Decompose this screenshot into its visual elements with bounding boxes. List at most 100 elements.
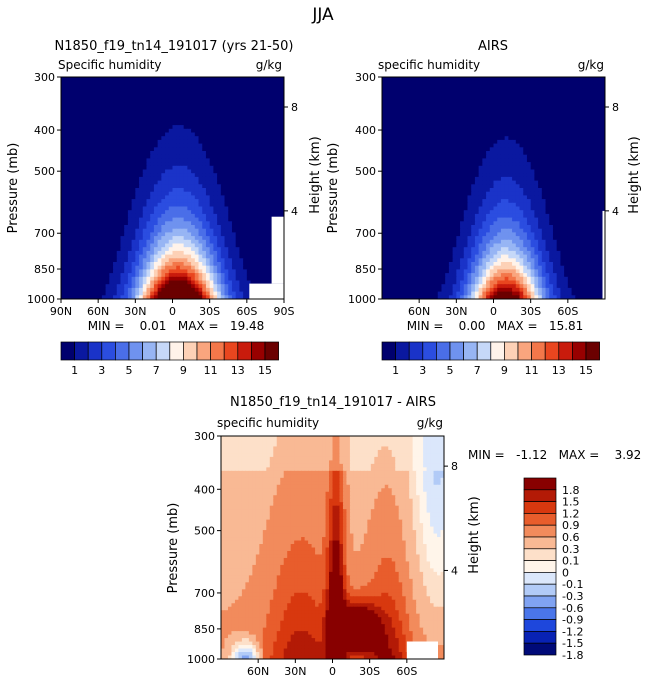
field-cell xyxy=(400,147,405,152)
field-cell xyxy=(269,210,274,215)
field-cell xyxy=(549,88,554,93)
field-cell xyxy=(482,117,487,122)
field-cell xyxy=(224,114,229,119)
field-cell xyxy=(434,143,439,148)
field-cell xyxy=(217,254,222,259)
field-cell xyxy=(220,136,226,141)
field-cell xyxy=(235,213,240,219)
field-cell xyxy=(404,106,409,111)
field-cell xyxy=(198,213,203,219)
field-cell xyxy=(165,265,170,270)
field-cell xyxy=(75,106,81,111)
field-cell xyxy=(220,280,226,285)
field-cell xyxy=(105,254,110,259)
field-cell xyxy=(512,154,517,159)
field-cell xyxy=(552,99,558,104)
field-cell xyxy=(519,121,524,126)
field-cell xyxy=(411,128,417,134)
field-cell xyxy=(191,132,196,137)
field-cell xyxy=(269,258,274,263)
field-cell xyxy=(257,117,263,122)
field-cell xyxy=(385,102,391,108)
field-cell xyxy=(120,176,125,182)
field-cell xyxy=(127,276,133,282)
field-cell xyxy=(157,136,162,141)
field-cell xyxy=(94,191,99,196)
field-cell xyxy=(593,102,599,108)
field-cell xyxy=(243,269,248,274)
field-cell xyxy=(64,265,70,270)
field-cell xyxy=(75,191,81,196)
field-cell xyxy=(116,88,122,93)
field-cell xyxy=(139,154,144,159)
field-cell xyxy=(586,154,591,159)
field-cell xyxy=(508,84,513,89)
field-cell xyxy=(228,213,233,219)
field-cell xyxy=(411,106,417,111)
field-cell xyxy=(150,188,155,193)
field-cell xyxy=(209,165,214,171)
field-cell xyxy=(508,121,513,126)
field-cell xyxy=(194,176,200,182)
field-cell xyxy=(172,80,177,85)
field-cell xyxy=(165,239,170,245)
field-cell xyxy=(578,88,584,93)
field-cell xyxy=(105,291,110,296)
field-cell xyxy=(515,143,521,148)
field-cell xyxy=(94,125,99,130)
field-cell xyxy=(194,258,200,263)
field-cell xyxy=(105,210,110,215)
field-cell xyxy=(269,91,274,97)
field-cell xyxy=(124,239,129,245)
field-cell xyxy=(411,91,417,97)
field-cell xyxy=(257,169,263,174)
field-cell xyxy=(98,173,103,178)
field-cell xyxy=(276,106,281,111)
field-cell xyxy=(75,154,81,159)
field-cell xyxy=(157,176,162,182)
field-cell xyxy=(257,158,263,163)
field-cell xyxy=(202,173,207,178)
field-cell xyxy=(205,213,211,219)
field-cell xyxy=(187,110,192,115)
field-cell xyxy=(486,117,491,122)
field-cell xyxy=(382,114,387,119)
field-cell xyxy=(404,154,409,159)
field-cell xyxy=(101,136,107,141)
field-cell xyxy=(142,188,148,193)
field-cell xyxy=(419,128,424,134)
field-cell xyxy=(549,106,554,111)
field-cell xyxy=(272,176,278,182)
field-cell xyxy=(460,136,465,141)
field-cell xyxy=(478,91,483,97)
field-cell xyxy=(452,139,457,145)
field-cell xyxy=(272,213,278,219)
field-cell xyxy=(545,136,550,141)
field-cell xyxy=(560,91,565,97)
field-cell xyxy=(280,125,284,130)
field-cell xyxy=(79,147,84,152)
field-cell xyxy=(113,191,118,196)
field-cell xyxy=(500,84,506,89)
field-cell xyxy=(250,180,255,185)
field-cell xyxy=(79,276,84,282)
field-cell xyxy=(396,117,402,122)
field-cell xyxy=(571,77,576,82)
field-cell xyxy=(72,291,77,296)
field-cell xyxy=(411,136,417,141)
field-cell xyxy=(467,91,472,97)
field-cell xyxy=(261,121,267,126)
field-cell xyxy=(191,217,196,222)
field-cell xyxy=(109,114,114,119)
field-cell xyxy=(393,110,398,115)
field-cell xyxy=(482,139,487,145)
field-cell xyxy=(87,254,92,259)
field-cell xyxy=(142,284,148,289)
field-cell xyxy=(205,169,211,174)
field-cell xyxy=(146,191,151,196)
missing-data-mask xyxy=(249,283,284,299)
field-cell xyxy=(153,91,159,97)
field-cell xyxy=(235,276,240,282)
field-cell xyxy=(400,84,405,89)
field-cell xyxy=(467,147,472,152)
